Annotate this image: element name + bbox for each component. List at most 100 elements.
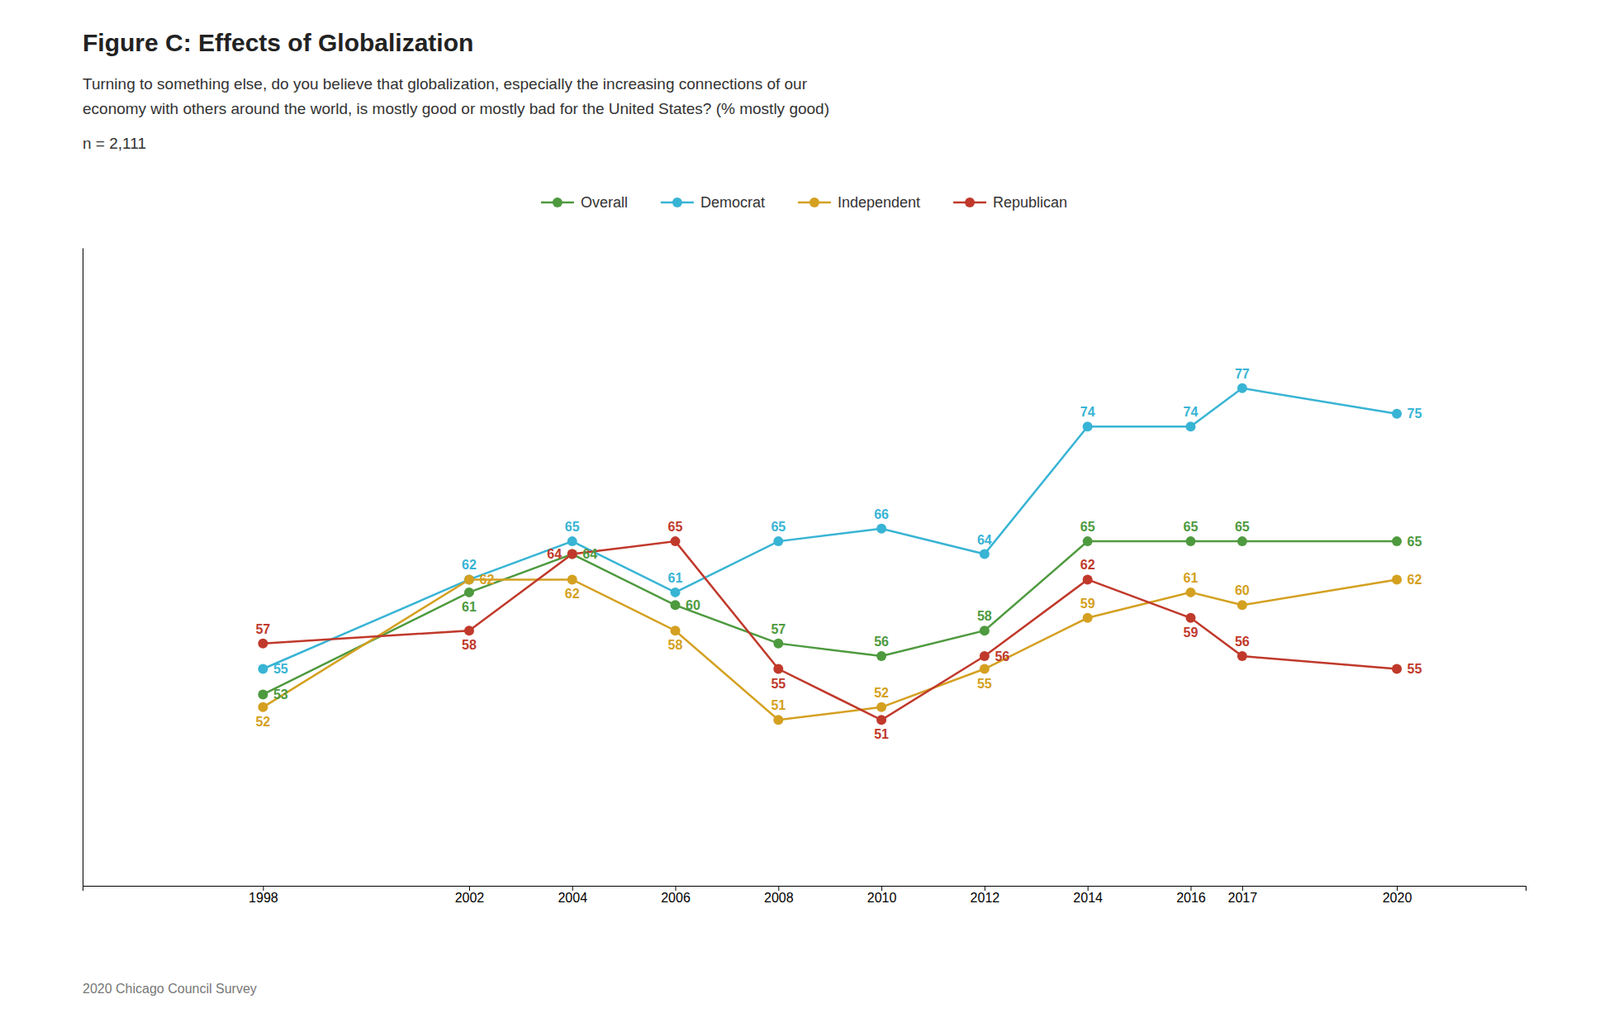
data-label: 56 [994,649,1010,664]
x-tick: 2012 [970,885,1001,905]
x-tick: 2020 [1382,885,1413,905]
source: 2020 Chicago Council Survey [82,981,257,996]
data-label: 75 [1407,406,1423,421]
data-labels: 53 61 64 60 57 56 58 65 65 65 65 55 62 65 61 65 66 64 74 74… [255,366,1422,741]
series-marker [1391,536,1402,546]
series-marker [670,536,681,546]
data-label: 65 [1234,519,1250,534]
x-tick: 2014 [1072,885,1103,905]
data-label: 64 [977,532,993,547]
data-label: 61 [461,599,477,614]
series-marker [1237,599,1248,610]
subtitle: Turning to something else, do you believ… [82,75,808,93]
x-tick-label: 2017 [1228,890,1259,905]
series-marker [464,587,475,598]
data-label: 61 [668,570,684,585]
data-label: 77 [1234,366,1250,381]
x-tick-mark [262,885,264,891]
data-label: 65 [770,519,786,534]
y-axis [82,248,84,887]
x-tick-mark [881,885,883,891]
data-label: 60 [685,598,701,613]
sample-size: n = 2,111 [82,134,147,152]
data-label: 62 [564,586,580,601]
legend-swatch-marker [809,197,820,208]
series-marker [979,650,990,661]
x-tick-mark [572,885,574,891]
data-label: 65 [1183,519,1199,534]
series-marker [1185,421,1196,432]
data-label: 59 [1080,596,1096,611]
series-line [262,579,1397,720]
data-label: 53 [273,687,289,702]
data-label: 61 [1183,570,1199,585]
data-label: 51 [770,697,786,713]
series-marker [1391,408,1402,419]
series-marker [876,650,887,661]
x-tick-label: 2016 [1176,890,1206,905]
subtitle: economy with others around the world, is… [82,99,830,118]
x-tick-mark [1242,885,1244,891]
x-tick-label: 2020 [1382,890,1413,905]
series-marker [1082,612,1093,623]
title: Figure C: Effects of Globalization [82,28,474,57]
x-tick: 2008 [764,885,794,905]
series-marker [464,574,475,584]
data-label: 62 [1407,572,1423,587]
data-label: 55 [273,661,289,676]
series-marker [567,549,578,560]
legend-label: Overall [580,194,628,211]
data-label: 66 [873,507,889,522]
x-tick: 2002 [455,885,485,905]
series-marker [1082,421,1093,432]
series-marker [1237,536,1248,546]
series-marker [670,587,681,598]
series-marker [773,714,784,725]
x-axis: 1998200220042006200820102012201420162017… [83,885,1527,905]
series-marker [1237,650,1248,661]
series-marker [670,599,681,610]
series-marker [464,574,475,584]
series-marker [1082,536,1093,546]
x-tick-label: 2008 [764,890,794,905]
data-label: 55 [977,676,993,691]
legend-label: Independent [837,194,921,211]
series-marker [1185,536,1196,546]
data-label: 51 [873,726,889,741]
x-tick-label: 2006 [660,890,691,905]
data-label: 57 [770,621,786,637]
x-tick-label: 2010 [867,890,898,905]
legend-item: Republican [953,194,1068,211]
x-tick: 1998 [248,885,279,905]
data-label: 65 [1407,534,1423,549]
series-marker [670,625,681,636]
legend-label: Democrat [700,194,765,211]
x-tick-mark [1396,885,1398,891]
data-label: 65 [564,519,580,534]
chart-svg: Figure C: Effects of Globalization Turnin… [0,0,1600,1018]
data-label: 56 [873,634,889,649]
series-line [262,388,1397,670]
data-label: 64 [546,546,562,561]
data-label: 65 [668,519,684,534]
data-label: 58 [461,637,477,652]
series-marker [567,574,578,584]
data-label: 55 [770,676,786,691]
series-marker [567,549,578,560]
series-marker [773,664,784,675]
series-marker [1185,587,1196,598]
series-marker [979,625,990,636]
series-marker [979,664,990,675]
data-label: 52 [255,714,271,729]
x-tick-mark [778,885,779,891]
x-tick-label: 2014 [1072,890,1103,905]
x-axis-line [83,886,1527,892]
data-label: 74 [1080,404,1096,419]
legend-label: Republican [992,194,1068,211]
plot-marks [257,383,1402,725]
x-tick-label: 2012 [970,890,1001,905]
data-label: 74 [1183,404,1199,419]
series-marker [1237,383,1248,394]
series-marker [1391,664,1402,675]
x-tick-label: 2002 [455,890,485,905]
